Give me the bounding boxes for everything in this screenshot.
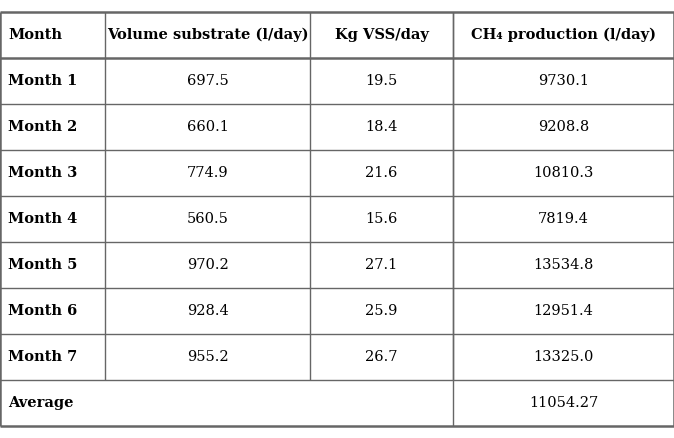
Text: Month 5: Month 5 — [8, 258, 78, 272]
Text: 26.7: 26.7 — [365, 350, 398, 364]
Text: 560.5: 560.5 — [187, 212, 228, 226]
Text: 13325.0: 13325.0 — [533, 350, 594, 364]
Text: 928.4: 928.4 — [187, 304, 228, 318]
Text: Month 3: Month 3 — [8, 166, 78, 180]
Text: Kg VSS/day: Kg VSS/day — [334, 28, 429, 42]
Text: 15.6: 15.6 — [365, 212, 398, 226]
Text: CH₄ production (l/day): CH₄ production (l/day) — [471, 28, 656, 42]
Text: 660.1: 660.1 — [187, 120, 228, 134]
Text: 27.1: 27.1 — [365, 258, 398, 272]
Text: 19.5: 19.5 — [365, 74, 398, 88]
Text: Month 7: Month 7 — [8, 350, 78, 364]
Text: 970.2: 970.2 — [187, 258, 228, 272]
Text: 7819.4: 7819.4 — [538, 212, 589, 226]
Text: 9208.8: 9208.8 — [538, 120, 589, 134]
Text: Month 6: Month 6 — [8, 304, 78, 318]
Text: 774.9: 774.9 — [187, 166, 228, 180]
Text: Month 1: Month 1 — [8, 74, 78, 88]
Text: 13534.8: 13534.8 — [533, 258, 594, 272]
Text: Volume substrate (l/day): Volume substrate (l/day) — [106, 28, 308, 42]
Text: Month 2: Month 2 — [8, 120, 78, 134]
Text: 10810.3: 10810.3 — [533, 166, 594, 180]
Text: 9730.1: 9730.1 — [538, 74, 589, 88]
Text: Month 4: Month 4 — [8, 212, 78, 226]
Text: 697.5: 697.5 — [187, 74, 228, 88]
Text: 25.9: 25.9 — [365, 304, 398, 318]
Text: Month: Month — [8, 28, 62, 42]
Text: 18.4: 18.4 — [365, 120, 398, 134]
Text: 955.2: 955.2 — [187, 350, 228, 364]
Text: 12951.4: 12951.4 — [534, 304, 593, 318]
Text: Average: Average — [8, 396, 73, 410]
Text: 21.6: 21.6 — [365, 166, 398, 180]
Text: 11054.27: 11054.27 — [529, 396, 598, 410]
